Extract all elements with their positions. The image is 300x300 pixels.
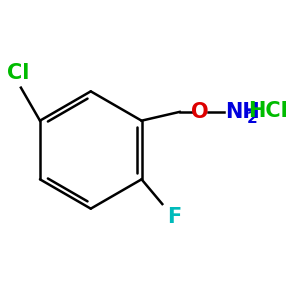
Text: NH: NH	[225, 102, 260, 122]
Text: F: F	[167, 207, 181, 227]
Text: O: O	[191, 102, 209, 122]
Text: 2: 2	[247, 111, 258, 126]
Text: Cl: Cl	[7, 63, 29, 83]
Text: HCl: HCl	[248, 101, 288, 121]
